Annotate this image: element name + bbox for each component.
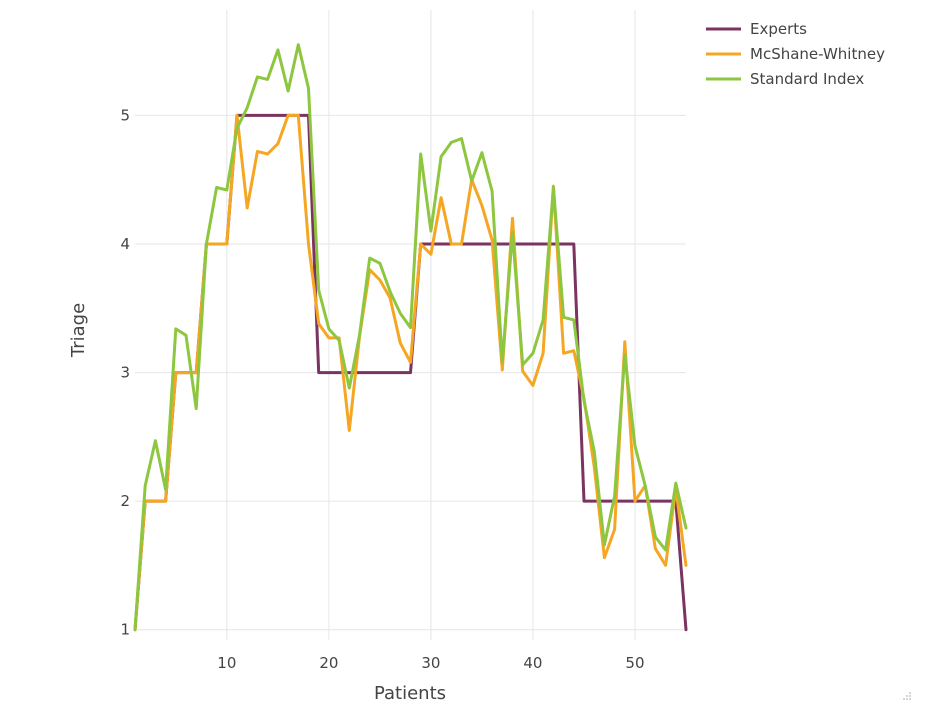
x-tick-label: 10 <box>217 654 236 672</box>
legend: Experts McShane-Whitney Standard Index <box>706 20 885 88</box>
x-tick-label: 50 <box>625 654 644 672</box>
y-tick-label: 1 <box>120 621 130 639</box>
legend-label[interactable]: Standard Index <box>750 70 864 88</box>
legend-label[interactable]: Experts <box>750 20 807 38</box>
series-line-2[interactable] <box>133 113 688 632</box>
y-axis-title: Triage <box>68 303 89 358</box>
y-tick-label: 4 <box>120 235 130 253</box>
series-line-3[interactable] <box>133 43 688 632</box>
y-tick-label: 2 <box>120 492 130 510</box>
x-tick-label: 20 <box>319 654 338 672</box>
resize-grip-icon[interactable] <box>898 687 912 701</box>
legend-label[interactable]: McShane-Whitney <box>750 45 885 63</box>
x-tick-label: 30 <box>421 654 440 672</box>
x-axis-title: Patients <box>374 683 446 704</box>
x-axis-ticks: 10 20 30 40 50 <box>217 654 644 672</box>
y-tick-label: 3 <box>120 364 130 382</box>
y-tick-label: 5 <box>120 106 130 124</box>
x-tick-label: 40 <box>523 654 542 672</box>
plot-area[interactable] <box>133 43 688 632</box>
y-axis-ticks: 1 2 3 4 5 <box>120 106 130 638</box>
